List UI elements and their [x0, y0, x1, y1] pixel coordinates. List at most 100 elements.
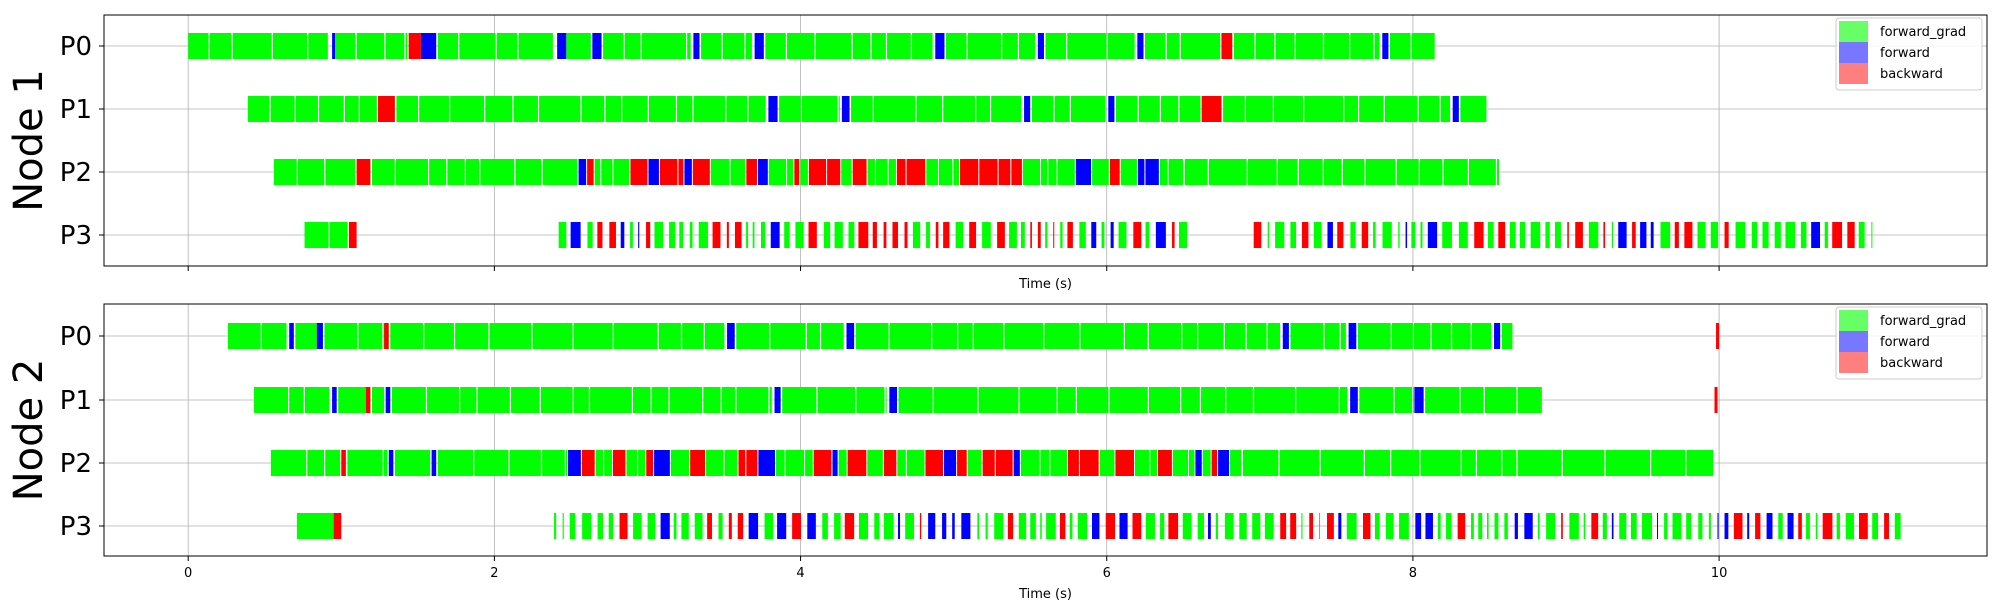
- bar-dense: [1561, 513, 1563, 539]
- bar-dense: [1110, 222, 1114, 248]
- bar-forward-grad: [973, 323, 1004, 349]
- bar-dense: [669, 222, 676, 248]
- bar-forward-grad: [437, 33, 459, 59]
- bar-dense: [1619, 513, 1627, 539]
- lane-p3: [296, 513, 1901, 539]
- bar-mixed: [838, 450, 847, 476]
- bar-forward-grad: [932, 323, 958, 349]
- bar-forward-grad: [1080, 323, 1124, 349]
- bar-forward-grad: [295, 323, 317, 349]
- bar-dense: [1030, 222, 1032, 248]
- bar-forward-grad: [1324, 33, 1350, 59]
- bar-dense: [1603, 222, 1606, 248]
- bar-mixed: [998, 159, 1011, 185]
- bar-dense: [1894, 513, 1901, 539]
- bar-forward-grad: [1045, 33, 1067, 59]
- bar-forward-grad: [1411, 33, 1435, 59]
- bar-forward-grad: [383, 323, 385, 349]
- bar-mixed: [776, 450, 785, 476]
- bar-dense: [1446, 513, 1452, 539]
- bar-mixed: [690, 450, 706, 476]
- bar-forward-grad: [496, 33, 518, 59]
- bar-backward: [1716, 323, 1720, 349]
- bar-mixed: [852, 159, 867, 185]
- bar-forward-grad: [396, 96, 419, 122]
- bar-mixed: [1041, 159, 1048, 185]
- bar-mixed: [1150, 450, 1158, 476]
- bar-forward-grad: [371, 387, 385, 413]
- bar-forward-grad: [1497, 159, 1499, 185]
- bar-forward: [846, 323, 855, 349]
- bar-forward-grad: [605, 96, 622, 122]
- bar-forward-grad: [1344, 96, 1358, 122]
- bar-forward-grad: [1277, 159, 1298, 185]
- bar-dense: [1119, 513, 1128, 539]
- bar-forward-grad: [770, 323, 806, 349]
- bar-mixed: [808, 159, 827, 185]
- bar-forward-grad: [624, 33, 641, 59]
- bar-dense: [1405, 222, 1408, 248]
- bar-forward-grad: [1339, 387, 1348, 413]
- y-tick-label: P2: [60, 158, 92, 188]
- bar-dense: [961, 513, 971, 539]
- lane-p0: [228, 323, 1720, 349]
- bar-forward-grad: [261, 323, 287, 349]
- bar-forward-grad: [1224, 323, 1246, 349]
- bar-dense: [1338, 513, 1342, 539]
- bar-dense: [1514, 513, 1518, 539]
- bar-dense: [587, 222, 593, 248]
- bar-backward: [356, 159, 371, 185]
- bar-dense: [620, 222, 625, 248]
- bar-forward-grad: [1180, 33, 1221, 59]
- bar-forward-grad: [1359, 387, 1394, 413]
- bar-forward-grad: [852, 33, 871, 59]
- bar-dense: [883, 222, 887, 248]
- bar-dense: [1118, 222, 1127, 248]
- bar-forward-grad: [787, 33, 815, 59]
- bar-dense: [1197, 513, 1204, 539]
- bar-dense: [654, 222, 664, 248]
- bar-dense: [760, 222, 766, 248]
- bar-forward-grad: [1295, 33, 1323, 59]
- bar-forward-grad: [1374, 33, 1380, 59]
- bar-dense: [807, 513, 816, 539]
- bar-dense: [1040, 513, 1042, 539]
- bar-forward: [385, 387, 391, 413]
- legend-swatch: [1839, 331, 1868, 352]
- bar-forward-grad: [474, 450, 509, 476]
- bar-forward-grad: [855, 323, 889, 349]
- bar-dense: [823, 222, 831, 248]
- bar-dense: [1155, 222, 1166, 248]
- bar-mixed: [626, 450, 638, 476]
- bar-forward-grad: [459, 33, 496, 59]
- bar-dense: [1020, 222, 1025, 248]
- bar-forward-grad: [1460, 387, 1484, 413]
- bar-forward-grad: [701, 33, 722, 59]
- bar-mixed: [1040, 450, 1050, 476]
- bar-forward: [1282, 323, 1289, 349]
- bar-dense: [1800, 222, 1807, 248]
- bar-dense: [1264, 513, 1274, 539]
- bar-forward-grad: [1419, 159, 1443, 185]
- bar-forward-grad: [677, 96, 693, 122]
- bar-dense: [858, 222, 869, 248]
- bar-dense: [1884, 513, 1889, 539]
- bar-dense: [1053, 222, 1055, 248]
- bar-mixed: [768, 159, 787, 185]
- bar-forward-grad: [1501, 323, 1513, 349]
- bar-mixed: [692, 159, 710, 185]
- bar-mixed: [883, 450, 897, 476]
- bar-mixed: [832, 450, 838, 476]
- bar-mixed: [1048, 159, 1057, 185]
- bar-dense: [784, 222, 790, 248]
- bar-forward: [332, 387, 337, 413]
- bar-mixed: [800, 159, 808, 185]
- bar-dense: [673, 513, 677, 539]
- bar-mixed: [888, 159, 896, 185]
- bar-forward-grad: [1255, 33, 1275, 59]
- bar-dense: [1301, 513, 1303, 539]
- bar-dense: [1474, 222, 1484, 248]
- y-axis-label: Node 2: [6, 359, 52, 502]
- bar-forward-grad: [658, 323, 681, 349]
- bar-dense: [848, 222, 855, 248]
